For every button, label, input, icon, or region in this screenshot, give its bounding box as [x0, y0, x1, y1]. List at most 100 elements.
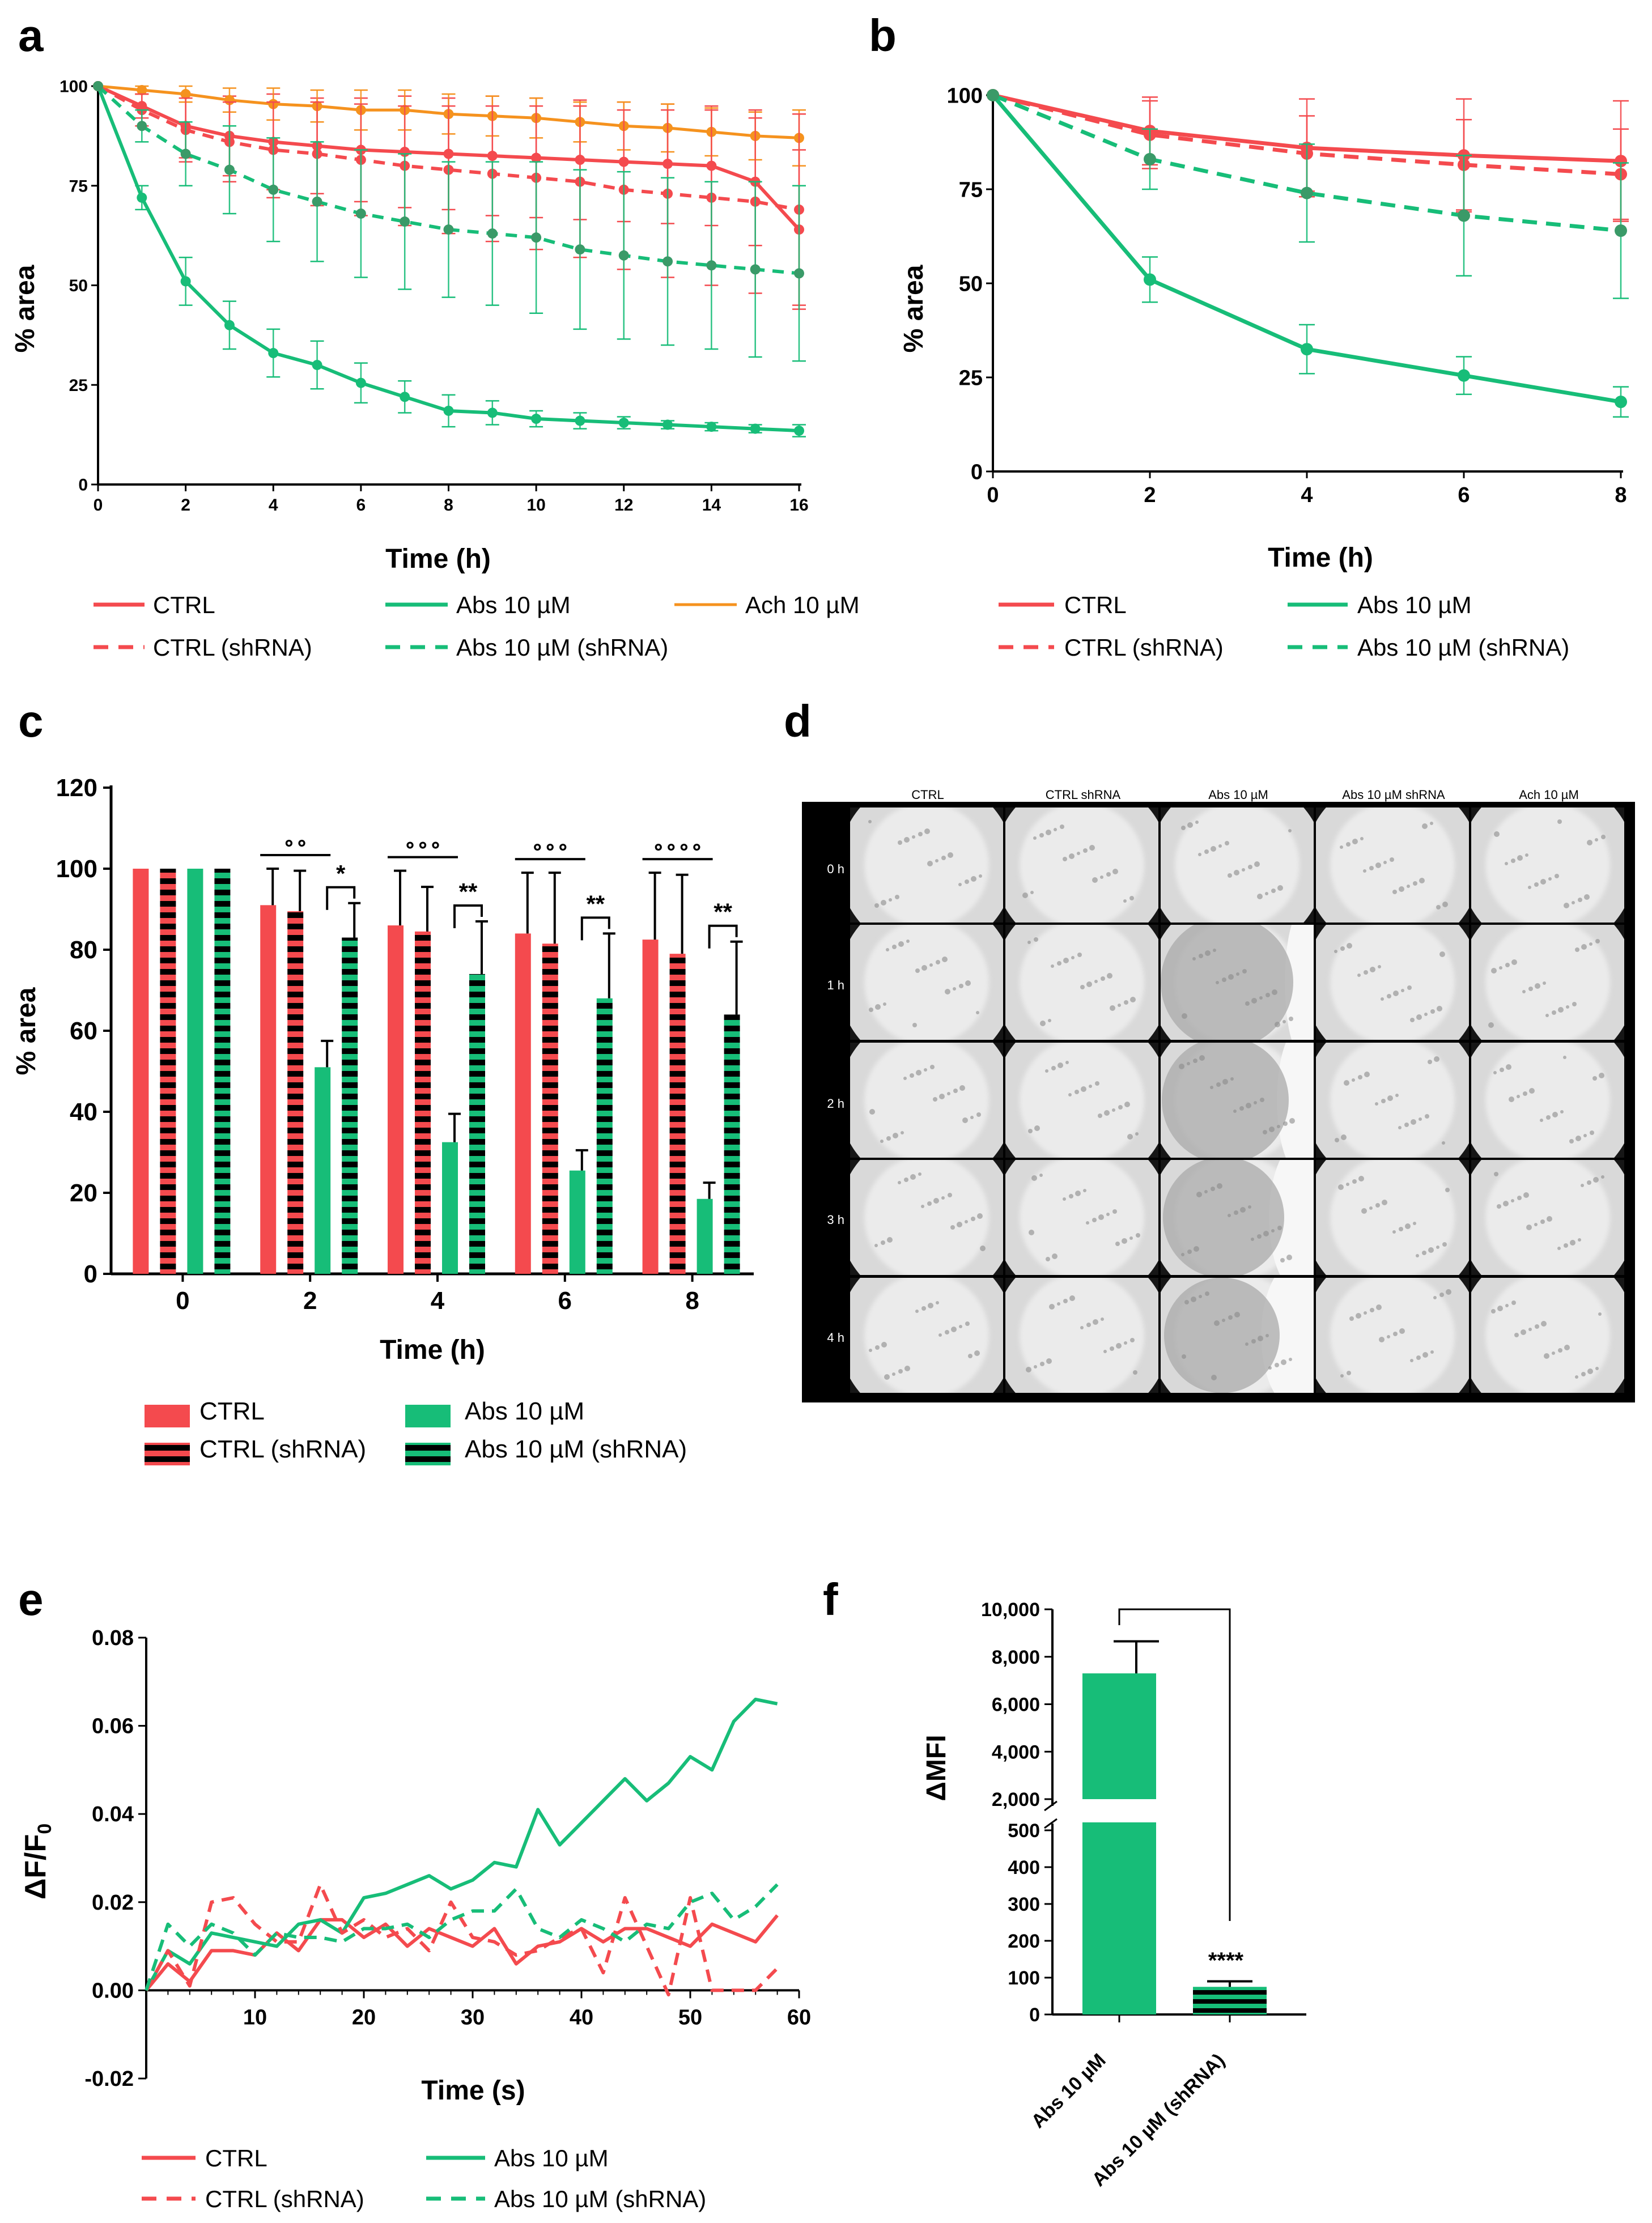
- micrograph-speck: [1437, 1006, 1442, 1011]
- micrograph-content: [1161, 1043, 1314, 1158]
- micrograph-speck: [1184, 1300, 1189, 1304]
- micrograph-speck: [1526, 1225, 1532, 1230]
- panel-c-x-axis-label: Time (h): [380, 1335, 485, 1365]
- micrograph-speck: [1228, 873, 1232, 878]
- panel-c-legend-swatch-abs-10-um-shrna: [405, 1443, 451, 1465]
- micrograph-contracted-tissue: [1163, 1160, 1284, 1275]
- micrograph-speck: [881, 1342, 887, 1348]
- micrograph-speck: [1029, 1230, 1034, 1235]
- micrograph-field-center: [1020, 925, 1144, 1040]
- micrograph-speck: [1581, 1372, 1586, 1376]
- micrograph-speck: [1277, 885, 1283, 891]
- panel-f-bar-chart: 2,000 4,000 6,000 8,000 10,000 0 100 200 300 400 5…: [921, 1599, 1306, 2191]
- micrograph-speck: [1557, 1247, 1561, 1250]
- micrograph-field-center: [1175, 807, 1299, 923]
- micrograph-speck: [951, 1327, 957, 1332]
- panel-b-y-tick-label: 0: [971, 460, 983, 484]
- micrograph-speck: [1340, 946, 1345, 951]
- micrograph-speck: [1030, 891, 1034, 894]
- panel-label-a: a: [18, 10, 44, 61]
- micrograph-speck: [1413, 1222, 1416, 1225]
- micrograph-speck: [933, 1198, 939, 1204]
- micrograph-speck: [1581, 1184, 1584, 1187]
- micrograph-speck: [1225, 841, 1229, 845]
- panel-c-significance-abs-vs-abs-shrna: **: [714, 899, 732, 925]
- micrograph-speck: [1130, 1338, 1135, 1342]
- micrograph-speck: [1277, 1125, 1280, 1128]
- micrograph-speck: [1428, 1247, 1434, 1253]
- panel-a-data-point-abs-10-um-shrna: [706, 260, 717, 271]
- panel-a-x-tick-label: 0: [94, 496, 103, 515]
- micrograph-speck: [1133, 1370, 1137, 1375]
- micrograph-speck: [1257, 1234, 1262, 1239]
- micrograph-speck: [1136, 1233, 1140, 1238]
- micrograph-speck: [1529, 1088, 1535, 1094]
- panel-a-y-tick-label: 100: [60, 78, 88, 96]
- micrograph-ctrl-shrna-1-h: [1005, 925, 1158, 1040]
- micrograph-speck: [1595, 838, 1598, 841]
- micrograph-content: [1316, 807, 1469, 923]
- panel-b-data-point-abs-10-um-shrna: [1458, 209, 1470, 222]
- micrograph-speck: [1528, 1328, 1532, 1331]
- micrograph-speck: [1383, 861, 1387, 864]
- micrograph-speck: [1104, 1110, 1110, 1116]
- micrograph-speck: [965, 1220, 968, 1223]
- micrograph-speck: [901, 1131, 904, 1134]
- micrograph-speck: [1248, 1205, 1251, 1209]
- micrograph-speck: [1086, 981, 1092, 987]
- micrograph-speck: [1581, 944, 1587, 950]
- micrograph-speck: [1540, 1119, 1543, 1122]
- micrograph-speck: [1195, 821, 1199, 824]
- panel-e-y-axis-label: ΔF/F0: [19, 1824, 56, 1899]
- panel-c-y-tick-label: 40: [70, 1098, 97, 1126]
- micrograph-speck: [1239, 1106, 1244, 1111]
- micrograph-speck: [1392, 890, 1397, 894]
- micrograph-field-center: [864, 1043, 989, 1158]
- micrograph-speck: [869, 1349, 872, 1352]
- micrograph-speck: [892, 1372, 895, 1376]
- panel-e-y-tick-label: 0.06: [92, 1715, 134, 1739]
- micrograph-speck: [1346, 1183, 1349, 1186]
- micrograph-contracted-tissue: [1162, 1043, 1289, 1158]
- micrograph-speck: [1511, 1199, 1514, 1202]
- micrograph-speck: [927, 861, 933, 866]
- micrograph-field-center: [1020, 807, 1144, 923]
- micrograph-speck: [1083, 848, 1088, 853]
- micrograph-speck: [886, 1136, 891, 1141]
- micrograph-speck: [1127, 1134, 1133, 1140]
- micrograph-speck: [1257, 894, 1263, 899]
- micrograph-speck: [1499, 966, 1502, 970]
- micrograph-ach-10-um-0-h: [1471, 807, 1624, 923]
- micrograph-speck: [1601, 835, 1606, 839]
- micrograph-speck: [1364, 1072, 1370, 1077]
- micrograph-speck: [1092, 1218, 1097, 1222]
- micrograph-speck: [1081, 1086, 1086, 1092]
- micrograph-speck: [1434, 1056, 1439, 1062]
- micrograph-speck: [1106, 1213, 1110, 1216]
- micrograph-speck: [1543, 981, 1546, 985]
- micrograph-field-center: [1020, 1043, 1144, 1158]
- micrograph-speck: [1112, 869, 1118, 874]
- micrograph-speck: [1509, 1096, 1514, 1102]
- panel-b-x-tick-label: 0: [987, 483, 999, 507]
- micrograph-contracted-tissue: [1164, 1278, 1280, 1393]
- panel-a-x-tick-label: 6: [356, 496, 366, 515]
- panel-c-x-tick-label: 0: [176, 1287, 189, 1315]
- panel-e-x-tick-label: 30: [461, 2005, 485, 2029]
- micrograph-speck: [1027, 941, 1031, 944]
- micrograph-speck: [1233, 1110, 1237, 1113]
- micrograph-speck: [1360, 837, 1364, 840]
- micrograph-content: [1316, 1160, 1469, 1275]
- micrograph-speck: [1065, 1061, 1069, 1064]
- micrograph-speck: [1122, 1238, 1127, 1244]
- micrograph-speck: [1593, 1177, 1599, 1183]
- micrograph-speck: [1280, 1258, 1285, 1263]
- micrograph-speck: [930, 1065, 935, 1069]
- micrograph-speck: [980, 1246, 986, 1251]
- panel-a-data-point-abs-10-um-shrna: [618, 250, 629, 261]
- micrograph-speck: [1260, 1098, 1264, 1102]
- micrograph-speck: [1092, 877, 1098, 883]
- micrograph-speck: [1407, 985, 1412, 990]
- panel-c-significance-ctrl-vs-abs: ∘∘∘: [404, 833, 442, 856]
- panel-a-legend-label-ctrl-shrna: CTRL (shRNA): [153, 634, 312, 661]
